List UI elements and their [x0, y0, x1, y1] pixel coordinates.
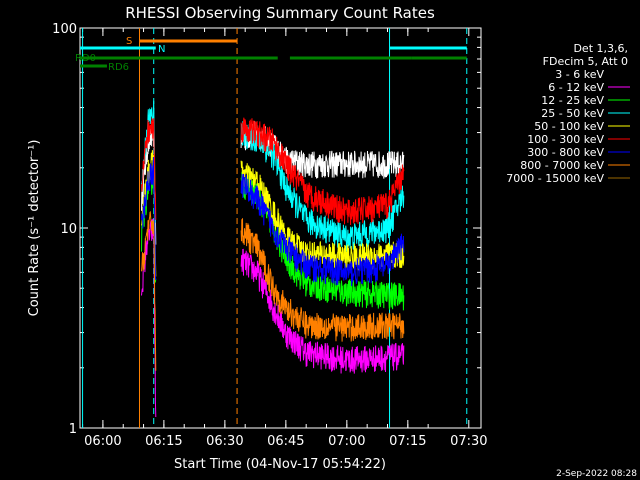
y-tick-label: 10 — [60, 222, 77, 237]
legend-entry-label: 7000 - 15000 keV — [506, 172, 604, 185]
x-tick-label: 07:15 — [389, 434, 426, 449]
series-trace-0-part2 — [240, 121, 405, 179]
x-tick-label: 06:00 — [84, 434, 121, 449]
x-tick-label: 07:30 — [450, 434, 487, 449]
flag-label-rd0: RD0 — [75, 53, 96, 64]
series-trace-6-part1 — [141, 156, 157, 281]
legend-header-line-1: Det 1,3,6, — [573, 42, 628, 55]
legend-entry-label: 100 - 300 keV — [527, 133, 604, 146]
legend-entry-label: 800 - 7000 keV — [520, 159, 604, 172]
legend-entry-label: 6 - 12 keV — [548, 81, 604, 94]
footer-date: 2-Sep-2022 08:28 — [556, 469, 637, 479]
y-tick-label: 100 — [52, 22, 77, 37]
series-trace-0-part1 — [141, 121, 157, 245]
x-tick-label: 06:30 — [206, 434, 243, 449]
series-trace-3-part2 — [240, 121, 405, 252]
y-axis-label: Count Rate (s⁻¹ detector⁻¹) — [27, 140, 42, 317]
series-trace-6-part2 — [240, 173, 405, 287]
legend-entry-label: 50 - 100 keV — [534, 120, 604, 133]
y-tick-label: 1 — [69, 422, 77, 437]
x-axis-label: Start Time (04-Nov-17 05:54:22) — [174, 457, 386, 472]
series-trace-5-part1 — [141, 117, 157, 220]
flag-label-rd6: RD6 — [108, 62, 129, 73]
series-trace-7-part2 — [240, 218, 405, 342]
series-trace-7-part1 — [141, 210, 157, 371]
legend-entry-label: 3 - 6 keV — [555, 68, 604, 81]
series-trace-1-part2 — [240, 248, 405, 374]
flag-label-n: N — [158, 44, 165, 55]
legend-header-line-2: FDecim 5, Att 0 — [543, 55, 628, 68]
legend-entry-label: 25 - 50 keV — [541, 107, 604, 120]
x-tick-label: 06:45 — [267, 434, 304, 449]
flag-label-s: S — [126, 36, 132, 47]
plot-area: 1 10 100 06:00 06:15 06:30 06:45 07:00 07:15 07:3… — [52, 22, 487, 449]
x-tick-label: 06:15 — [145, 434, 182, 449]
chart-title: RHESSI Observing Summary Count Rates — [125, 4, 435, 22]
series-trace-5-part2 — [240, 117, 405, 226]
legend-entry-label: 12 - 25 keV — [541, 94, 604, 107]
x-tick-label: 07:00 — [328, 434, 365, 449]
legend-entry-label: 300 - 800 keV — [527, 146, 604, 159]
